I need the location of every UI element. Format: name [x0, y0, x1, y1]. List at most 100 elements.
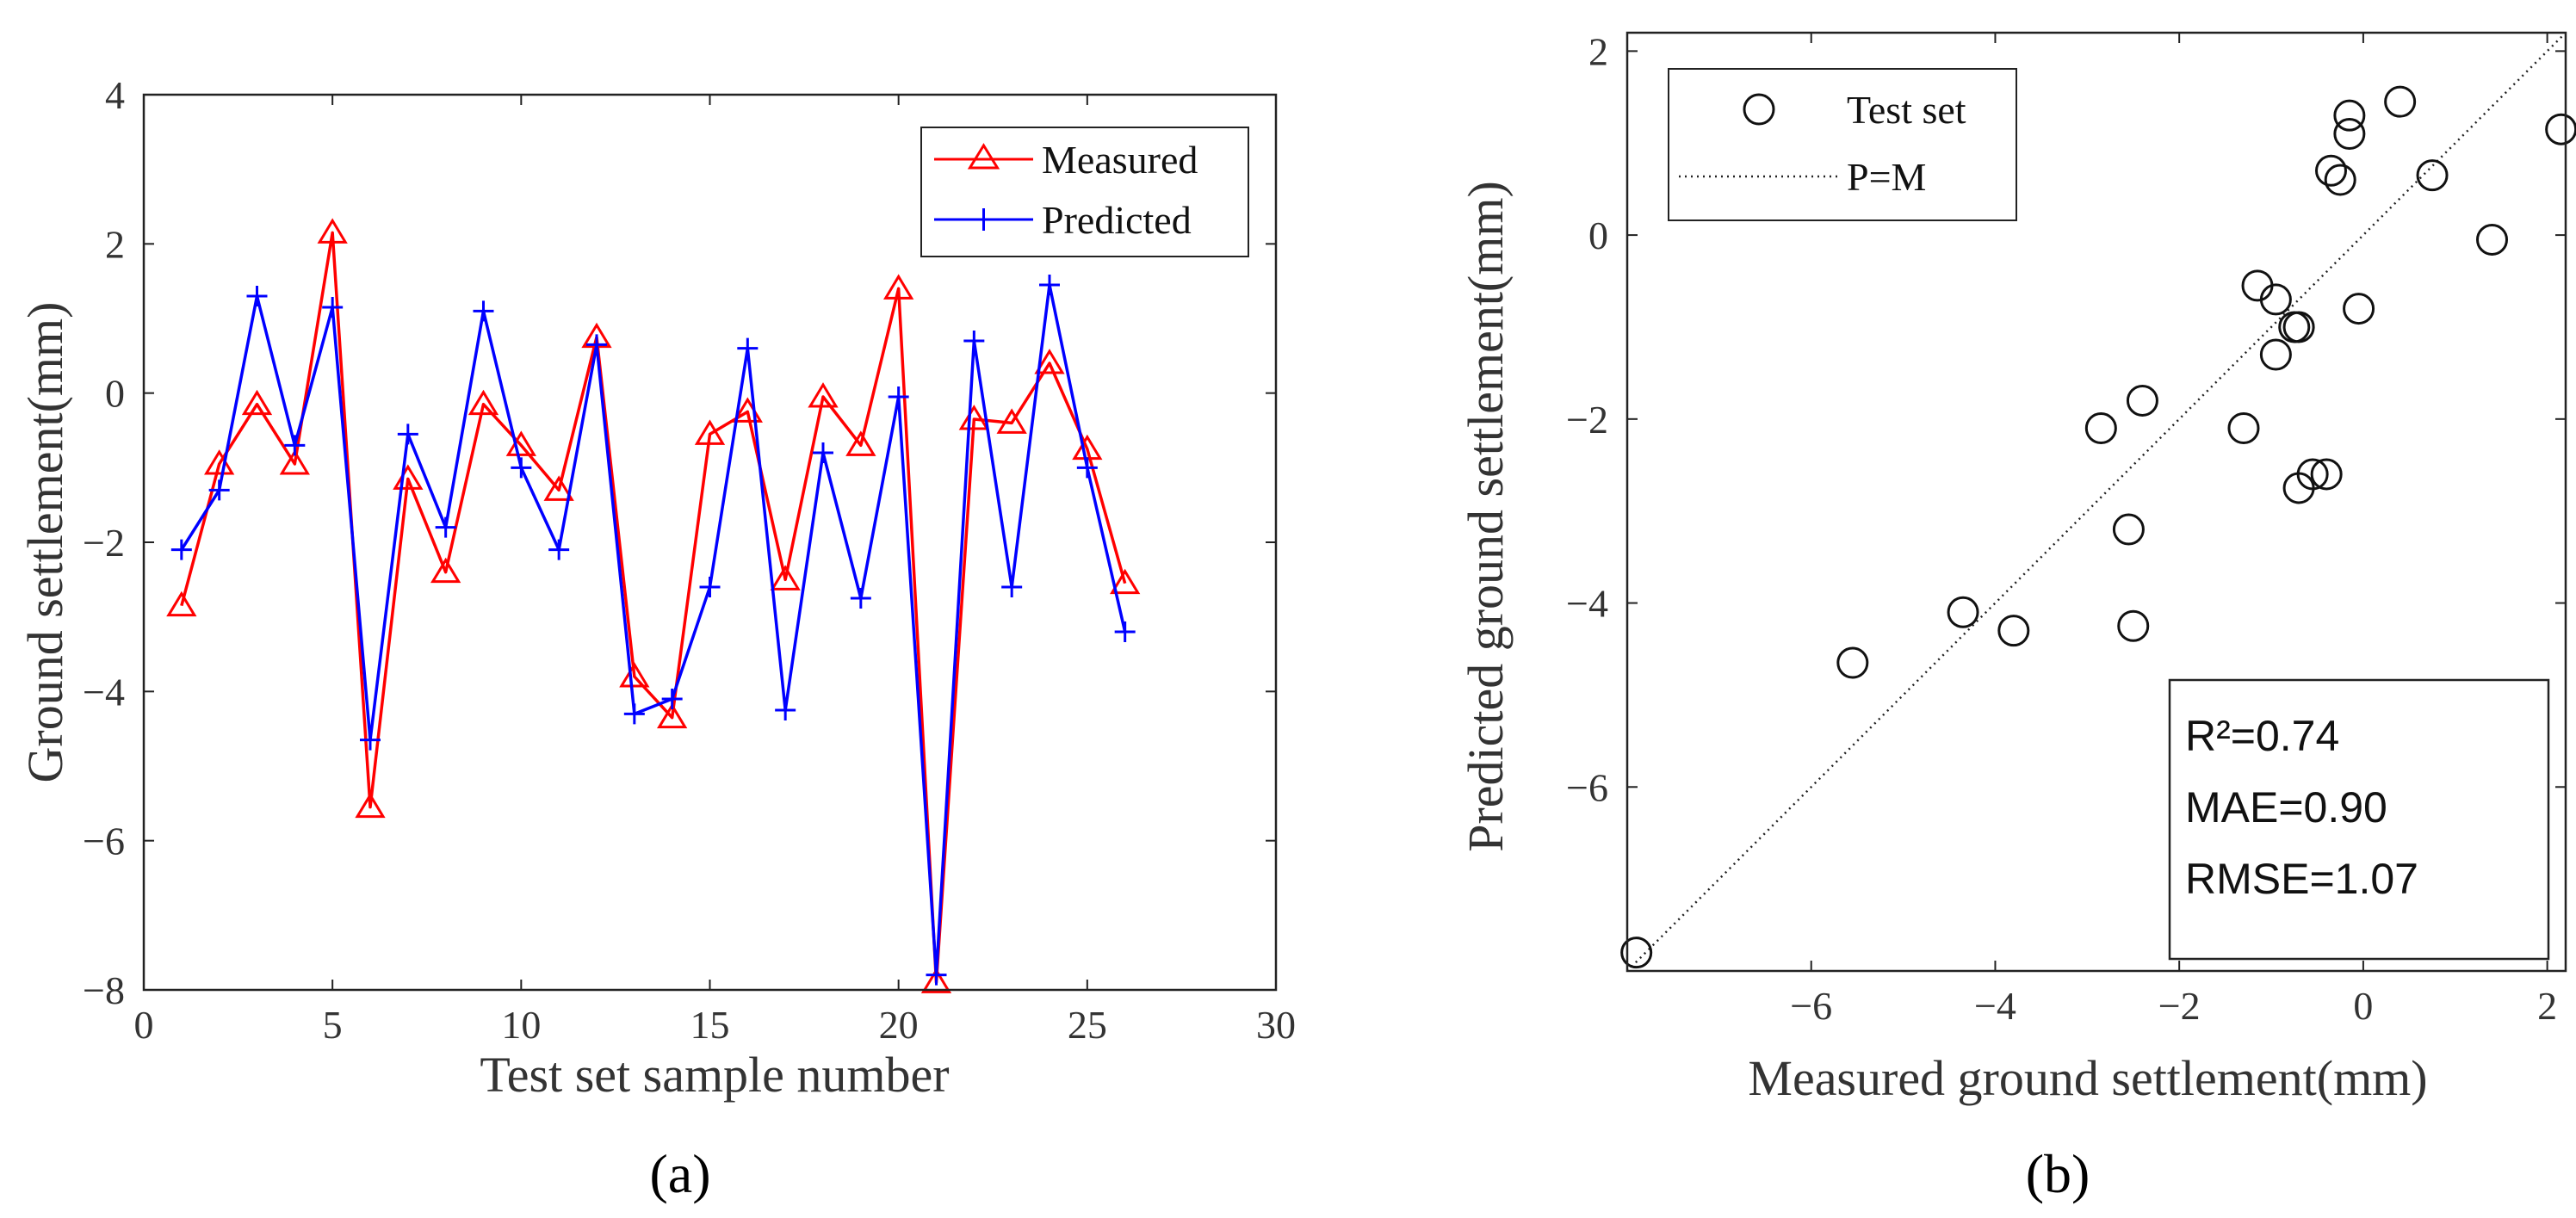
predicted-point	[813, 442, 833, 463]
legend-box-b	[1668, 68, 2017, 221]
y-tick-label: −4	[1566, 582, 1608, 626]
predicted-point	[1039, 275, 1060, 295]
scatter-point	[2117, 609, 2150, 642]
legend-label-measured: Measured	[1042, 138, 1198, 182]
legend-marker-circle	[1743, 93, 1775, 126]
legend-marker-triangle	[967, 143, 1000, 170]
measured-point	[920, 968, 952, 993]
legend-label-predicted: Predicted	[1042, 198, 1192, 242]
pm-line	[1626, 32, 2567, 972]
y-tick-label: −8	[83, 968, 125, 1012]
panel-b: −6 −4 −2 0 2 −6 −4 −2 0 2 Measured ground settlem…	[1458, 29, 2576, 1204]
predicted-point	[170, 539, 192, 560]
legend-marker-plus	[972, 208, 995, 231]
scatter-point	[2416, 159, 2449, 192]
measured-point	[619, 662, 650, 688]
measured-point	[241, 389, 273, 416]
scatter-point	[2545, 113, 2576, 145]
predicted-point	[1001, 577, 1023, 597]
stat-mae: MAE=0.90	[2185, 783, 2387, 832]
panel-a: 0 5 10 15 20 25 30 −8 −6 −4 −2 0 2 4 Test set sample …	[17, 73, 1296, 1204]
predicted-point	[775, 700, 796, 720]
measured-point	[166, 590, 197, 617]
x-tick-label: −6	[1790, 984, 1832, 1028]
measured-line	[180, 231, 1127, 985]
x-tick-label: 30	[1256, 1003, 1296, 1047]
predicted-point	[435, 516, 456, 538]
ticks-a: 0 5 10 15 20 25 30 −8 −6 −4 −2 0 2 4	[83, 73, 1296, 1047]
legend-label-pm: P=M	[1847, 155, 1926, 199]
plot-frame-b	[1625, 31, 2567, 973]
scatter-point	[2333, 118, 2366, 151]
scatter-point	[1947, 596, 1979, 628]
measured-point	[1034, 349, 1065, 374]
x-tick-label: 25	[1068, 1003, 1107, 1047]
measured-point	[996, 408, 1027, 434]
x-tick-label: 5	[323, 1003, 343, 1047]
scatter-point	[2315, 154, 2347, 187]
stats-box: R²=0.74 MAE=0.90 RMSE=1.07	[2168, 678, 2550, 961]
measured-point	[355, 792, 386, 819]
scatter-point	[2084, 412, 2117, 445]
legend-b: Test set P=M	[1668, 68, 2017, 221]
x-tick-label: 0	[2353, 984, 2373, 1028]
y-tick-label: 4	[105, 73, 125, 117]
predicted-point	[1114, 621, 1136, 642]
y-tick-label: −2	[1566, 398, 1608, 442]
x-tick-label: 20	[879, 1003, 919, 1047]
scatter-point	[2282, 311, 2315, 343]
legend-entry-test-set: Test set	[1743, 88, 1966, 132]
measured-point	[543, 475, 574, 501]
y-tick-label: 2	[1588, 29, 1608, 73]
y-tick-label: 0	[1588, 213, 1608, 257]
predicted-series	[170, 275, 1136, 986]
measured-point	[883, 274, 914, 300]
caption-b: (b)	[2026, 1143, 2090, 1204]
predicted-point	[322, 297, 344, 318]
stats-frame	[2168, 678, 2550, 961]
x-tick-label: 15	[690, 1003, 730, 1047]
measured-point	[770, 565, 801, 590]
predicted-point	[473, 300, 494, 322]
stat-r2: R²=0.74	[2185, 712, 2339, 760]
x-tick-label: 10	[501, 1003, 541, 1047]
predicted-point	[737, 337, 759, 359]
predicted-point	[360, 729, 381, 751]
y-tick-label: 0	[105, 372, 125, 416]
stat-rmse: RMSE=1.07	[2185, 855, 2418, 903]
measured-point	[694, 419, 726, 445]
legend-box-a	[920, 127, 1249, 257]
measured-series	[166, 218, 1141, 993]
predicted-point	[888, 386, 909, 407]
y-tick-label: 2	[105, 222, 125, 266]
measured-point	[317, 218, 348, 244]
legend-entry-pm: P=M	[1679, 155, 1926, 199]
x-tick-label: 0	[134, 1003, 154, 1047]
y-tick-label: −6	[1566, 765, 1608, 809]
predicted-point	[511, 457, 532, 479]
scatter-point	[2476, 223, 2509, 256]
scatter-point	[2324, 164, 2356, 196]
x-axis-label-a: Test set sample number	[480, 1047, 949, 1103]
x-tick-label: −4	[1974, 984, 2016, 1028]
predicted-point	[699, 577, 721, 597]
scatter-point	[2384, 85, 2417, 118]
scatter-point	[2296, 458, 2329, 491]
scatter-point	[2227, 412, 2260, 445]
ticks-b: −6 −4 −2 0 2 −6 −4 −2 0 2	[1566, 29, 2566, 1028]
predicted-point	[246, 286, 268, 306]
predicted-point	[661, 689, 683, 709]
predicted-point	[586, 334, 607, 356]
scatter-point	[1997, 615, 2030, 647]
predicted-point	[1076, 457, 1098, 479]
caption-a: (a)	[649, 1143, 710, 1204]
predicted-point	[548, 539, 570, 560]
predicted-point	[284, 435, 306, 456]
scatter-point	[2241, 269, 2274, 302]
y-tick-label: −4	[83, 670, 125, 714]
predicted-point	[397, 424, 418, 445]
predicted-point	[623, 703, 645, 725]
predicted-point	[926, 964, 947, 986]
y-axis-label-a: Ground settlement(mm)	[17, 302, 73, 783]
